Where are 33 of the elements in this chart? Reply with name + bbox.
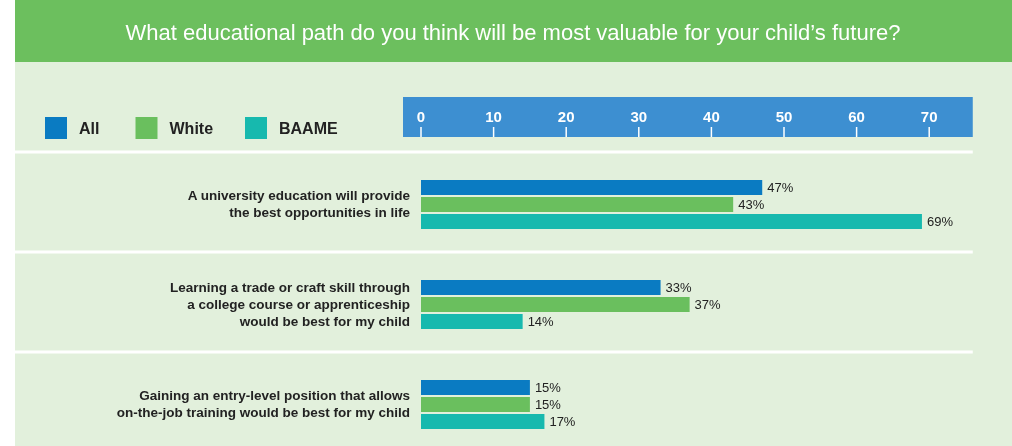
bar (421, 280, 661, 295)
data-label: 69% (926, 214, 954, 229)
x-tick-label: 0 (416, 108, 426, 125)
bar (421, 214, 922, 229)
legend-label: White (169, 120, 214, 137)
y-tick-label: Learning a trade or craft skill through a college course or apprenticeship would be best for my child (169, 279, 410, 329)
data-label: 14% (527, 314, 555, 329)
bar (421, 397, 530, 412)
bar (421, 414, 545, 429)
data-label: 37% (694, 297, 722, 312)
data-label: 47% (767, 180, 794, 195)
data-label: 33% (665, 280, 693, 295)
data-label: 43% (738, 197, 765, 212)
y-tick-label: A university education will provide the best opportunities in life (187, 188, 411, 220)
bar (421, 314, 523, 329)
x-tick-label: 40 (703, 108, 720, 125)
data-label: 17% (549, 414, 576, 429)
x-tick-label: 30 (630, 108, 648, 125)
bar (421, 180, 763, 195)
y-tick-label: Gaining an entry-level position that allows on-the-job training would be best for my child (116, 388, 410, 420)
legend-label: BAAME (279, 120, 338, 137)
data-label: 15% (534, 397, 562, 412)
bar (421, 197, 734, 212)
x-tick-label: 70 (920, 108, 938, 125)
legend-label: All (79, 120, 100, 137)
x-tick-label: 10 (485, 108, 502, 125)
x-tick-label: 20 (557, 108, 575, 125)
x-tick-label: 50 (775, 108, 793, 125)
data-label: 15% (534, 380, 562, 395)
bar (421, 380, 530, 395)
bar (421, 297, 690, 312)
x-tick-label: 60 (848, 108, 865, 125)
chart-title: What educational path do you think will be most valuable for your child’s future? (125, 20, 901, 45)
